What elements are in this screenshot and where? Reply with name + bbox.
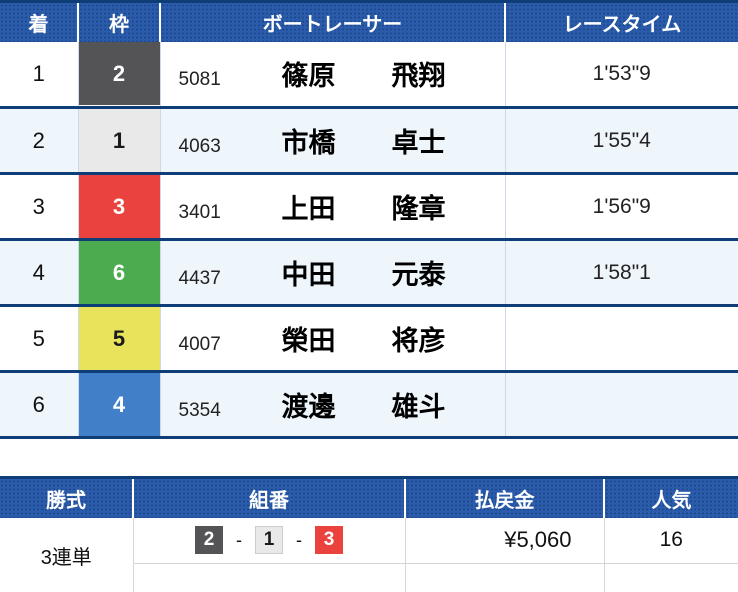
- racer-given-name: 卓士: [391, 128, 446, 158]
- racer-given-name: 飛翔: [391, 61, 446, 92]
- racer-given-name: 元泰: [391, 260, 446, 290]
- result-row-5: 5 5 4007 榮田 将彦: [0, 305, 738, 373]
- race-time-value: 1'56"9: [505, 173, 738, 241]
- racer-info: 4437 中田 元泰: [179, 253, 505, 292]
- place-value: 1: [0, 41, 79, 109]
- combination-number-badge: 1: [255, 526, 283, 555]
- racer-info: 4063 市橋 卓士: [179, 121, 505, 160]
- col-header-payout: 払戻金: [405, 477, 605, 518]
- frame-badge: 1: [78, 109, 160, 172]
- racer-given-name: 雄斗: [391, 392, 446, 422]
- race-results-table: 着 枠 ボートレーサー レースタイム 1 2 5081 篠原 飛翔 1'53"9 2…: [0, 0, 738, 439]
- racer-reg-no: 4007: [178, 334, 221, 355]
- frame-badge: 5: [78, 307, 160, 370]
- payout-table: 勝式 組番 払戻金 人気 3連単 2 - 1 - 3 ¥5,060 16: [0, 476, 738, 592]
- results-header-row: 着 枠 ボートレーサー レースタイム: [0, 1, 738, 42]
- race-time-value: [505, 371, 738, 439]
- place-value: 3: [0, 173, 79, 241]
- race-time-value: 1'55"4: [505, 107, 738, 175]
- racer-surname: 上田: [281, 194, 336, 224]
- col-header-place: 着: [0, 1, 79, 42]
- racer-reg-no: 4437: [178, 268, 221, 289]
- racer-surname: 中田: [281, 260, 336, 290]
- col-header-popularity: 人気: [604, 477, 738, 518]
- racer-reg-no: 3401: [178, 202, 221, 223]
- race-time-value: [505, 305, 738, 373]
- racer-info: 3401 上田 隆章: [179, 187, 505, 226]
- col-header-frame: 枠: [78, 1, 161, 42]
- frame-badge: 6: [78, 241, 160, 304]
- col-header-combination: 組番: [133, 477, 406, 518]
- col-header-racer: ボートレーサー: [160, 1, 506, 42]
- racer-reg-no: 5081: [178, 69, 221, 91]
- payout-cell-empty: [405, 563, 605, 592]
- payout-header-row: 勝式 組番 払戻金 人気: [0, 477, 738, 518]
- racer-given-name: 将彦: [391, 326, 446, 356]
- race-time-value: 1'53"9: [505, 41, 738, 109]
- frame-badge: 4: [78, 373, 160, 436]
- result-row-4: 4 6 4437 中田 元泰 1'58"1: [0, 239, 738, 307]
- combination-number-badge: 2: [195, 526, 223, 555]
- racer-info: 4007 榮田 将彦: [179, 319, 505, 358]
- place-value: 6: [0, 371, 79, 439]
- racer-given-name: 隆章: [391, 194, 446, 224]
- place-value: 4: [0, 239, 79, 307]
- result-row-3: 3 3 3401 上田 隆章 1'56"9: [0, 173, 738, 241]
- combination-cell: 2 - 1 - 3: [133, 517, 406, 564]
- result-row-2: 2 1 4063 市橋 卓士 1'55"4: [0, 107, 738, 175]
- popularity-cell-empty: [604, 563, 738, 592]
- payout-row-empty: [0, 563, 738, 592]
- frame-badge: 3: [78, 175, 160, 238]
- payout-amount: ¥5,060: [405, 517, 605, 564]
- combination-separator: -: [236, 529, 242, 550]
- bet-type-label: 3連単: [0, 517, 134, 592]
- racer-surname: 篠原: [281, 61, 336, 92]
- payout-row: 3連単 2 - 1 - 3 ¥5,060 16: [0, 517, 738, 592]
- col-header-bet-type: 勝式: [0, 477, 134, 518]
- frame-badge: 2: [78, 42, 160, 106]
- result-row-1: 1 2 5081 篠原 飛翔 1'53"9: [0, 41, 738, 109]
- result-row-6: 6 4 5354 渡邊 雄斗: [0, 371, 738, 439]
- combination-cell-empty: [133, 563, 406, 592]
- place-value: 5: [0, 305, 79, 373]
- racer-surname: 市橋: [281, 128, 336, 158]
- place-value: 2: [0, 107, 79, 175]
- combination-number-badge: 3: [315, 526, 343, 555]
- racer-surname: 渡邊: [281, 392, 336, 422]
- racer-info: 5354 渡邊 雄斗: [179, 385, 505, 424]
- race-time-value: 1'58"1: [505, 239, 738, 307]
- popularity-value: 16: [604, 517, 738, 564]
- racer-reg-no: 5354: [178, 400, 221, 421]
- combination-separator: -: [296, 529, 302, 550]
- racer-reg-no: 4063: [178, 136, 221, 157]
- col-header-race-time: レースタイム: [505, 1, 738, 42]
- racer-surname: 榮田: [281, 326, 336, 356]
- racer-info: 5081 篠原 飛翔: [179, 54, 505, 93]
